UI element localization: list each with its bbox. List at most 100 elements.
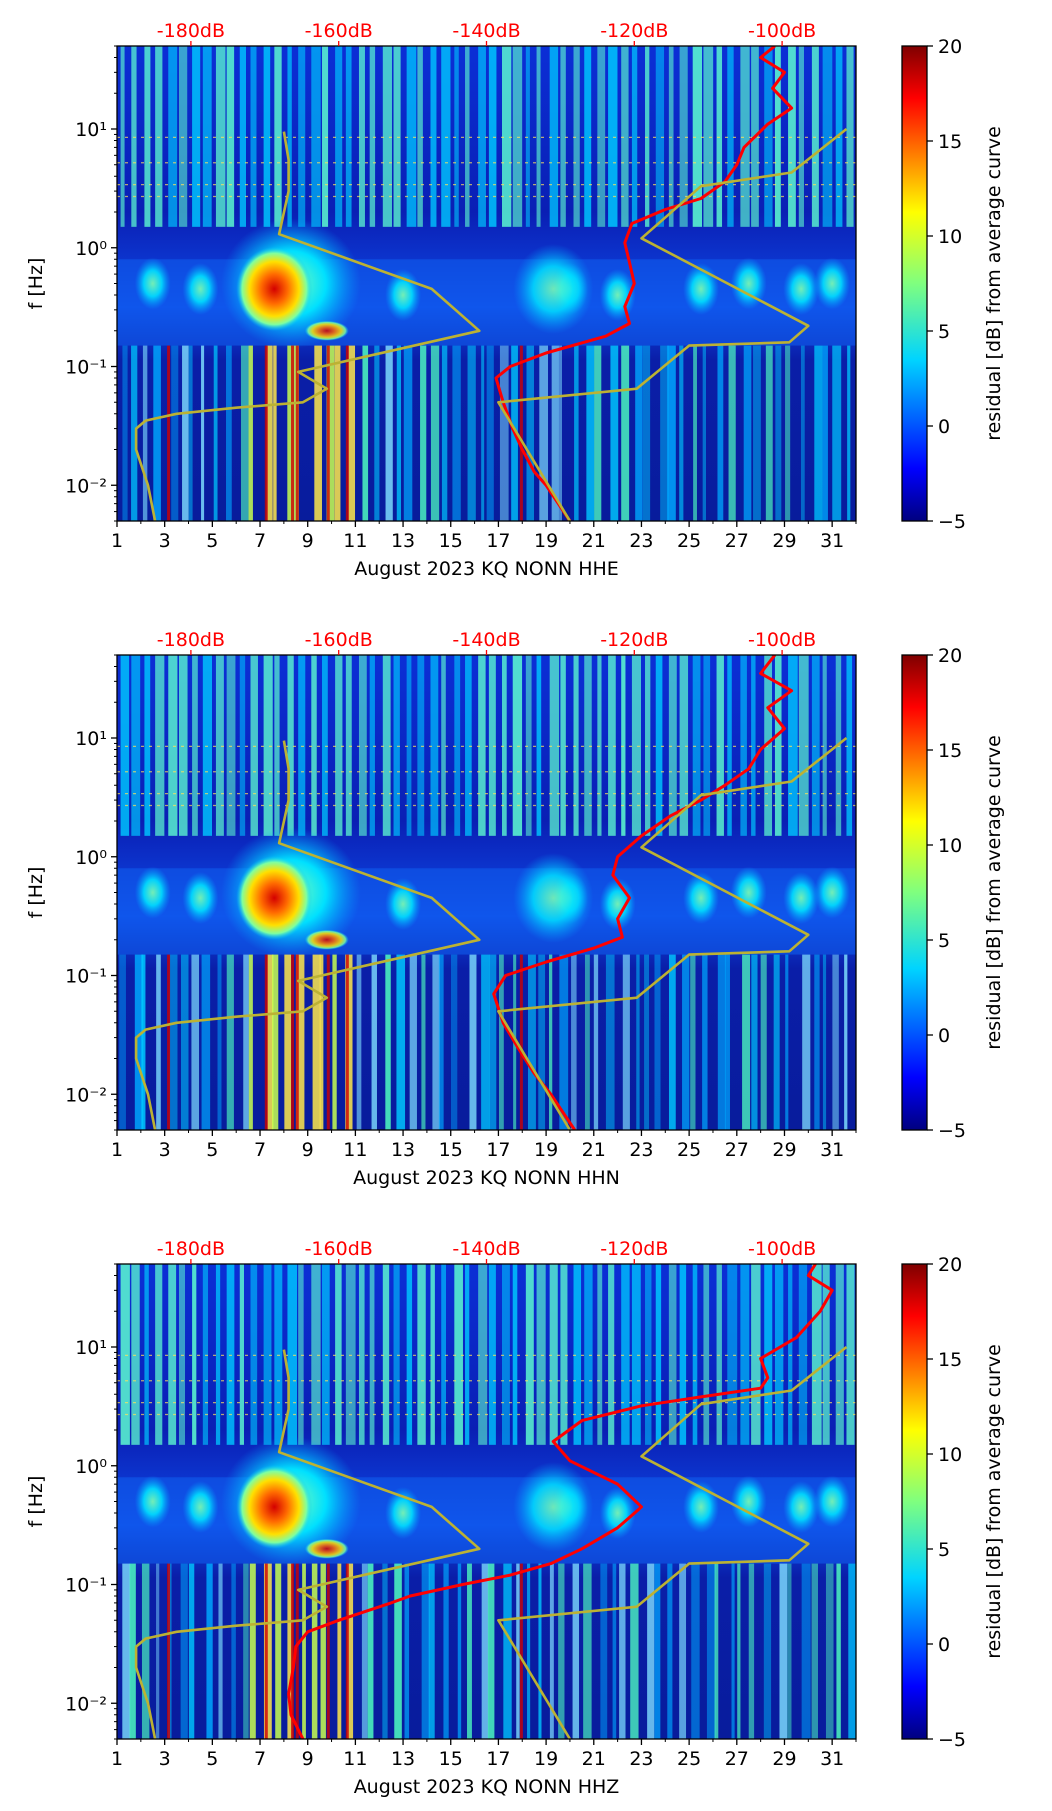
curve-reference-noise-model-0 xyxy=(134,131,481,521)
x-tick-label: 3 xyxy=(159,1748,171,1770)
colorbar-label: residual [dB] from average curve xyxy=(983,735,1005,1050)
lf-red-streak xyxy=(519,954,523,1130)
hf-streak xyxy=(226,655,236,836)
microseism-blob xyxy=(783,871,820,924)
hf-streak xyxy=(202,1264,209,1445)
lf-stripe xyxy=(527,954,536,1130)
hf-streak xyxy=(536,46,541,227)
microseism-blob xyxy=(730,257,767,310)
x-axis-label: August 2023 KQ NONN HHN xyxy=(353,1167,620,1189)
hf-streak xyxy=(168,46,178,227)
lf-stripe xyxy=(141,954,146,1130)
lf-stripe xyxy=(717,954,726,1130)
hf-streak xyxy=(345,46,352,227)
hf-streak xyxy=(740,46,750,227)
hf-streak xyxy=(549,46,559,227)
lf-red-streak xyxy=(519,1563,523,1739)
hf-streak xyxy=(727,46,734,227)
hf-streak xyxy=(382,46,392,227)
lf-stripe xyxy=(679,345,684,521)
lf-stripe xyxy=(549,1563,554,1739)
lf-stripe xyxy=(356,954,362,1130)
microseism-blob xyxy=(814,257,851,310)
lf-stripe xyxy=(367,1563,374,1739)
lf-stripe xyxy=(457,1563,462,1739)
hf-streak xyxy=(298,1264,304,1445)
hf-streak xyxy=(621,46,629,227)
lf-stripe xyxy=(836,1563,841,1739)
top-db-label: -100dB xyxy=(748,629,816,651)
hf-streak xyxy=(335,655,343,836)
hf-streak xyxy=(335,46,343,227)
lf-stripe xyxy=(690,954,696,1130)
lf-stripe xyxy=(243,1563,249,1739)
x-tick-label: 27 xyxy=(725,1748,749,1770)
lf-stripe xyxy=(760,954,767,1130)
lf-stripe xyxy=(679,1563,687,1739)
lf-stripe xyxy=(153,345,161,521)
lf-stripe xyxy=(374,345,380,521)
hf-streak xyxy=(525,655,532,836)
microseism-blob xyxy=(182,871,219,924)
lf-stripe xyxy=(334,345,341,521)
lf-stripe xyxy=(345,954,353,1130)
microseism-blob xyxy=(730,1475,767,1528)
hf-streak xyxy=(631,1264,641,1445)
hf-streak xyxy=(287,46,292,227)
hf-streak xyxy=(788,655,798,836)
x-tick-label: 19 xyxy=(534,1748,558,1770)
lf-stripe xyxy=(594,345,602,521)
lf-stripe xyxy=(443,1563,449,1739)
x-tick-label: 29 xyxy=(772,1748,796,1770)
storm-core xyxy=(236,855,313,940)
hf-streak xyxy=(120,46,125,227)
x-tick-label: 21 xyxy=(582,1139,606,1161)
lf-stripe xyxy=(332,954,337,1130)
hf-streak xyxy=(584,46,592,227)
lf-stripe xyxy=(487,1563,495,1739)
lf-stripe xyxy=(742,954,751,1130)
hf-streak xyxy=(573,46,580,227)
hf-streak xyxy=(764,655,773,836)
lf-stripe xyxy=(326,345,335,521)
lf-red-streak xyxy=(345,954,349,1130)
microseism-blob xyxy=(814,1475,851,1528)
lf-stripe xyxy=(241,345,249,521)
x-tick-label: 23 xyxy=(629,1139,653,1161)
colorbar-tick-label: 15 xyxy=(938,740,962,762)
event-halo xyxy=(513,1461,594,1552)
lf-stripe xyxy=(201,345,205,521)
top-db-label: -140dB xyxy=(452,20,520,42)
hf-streak xyxy=(645,1264,652,1445)
hf-streak xyxy=(525,46,530,227)
lf-stripe xyxy=(586,345,595,521)
lf-stripe xyxy=(660,345,669,521)
storm-core xyxy=(236,1464,313,1549)
hf-streak xyxy=(536,1264,546,1445)
x-tick-label: 19 xyxy=(534,530,558,552)
y-tick-label: 10⁻² xyxy=(65,1084,107,1106)
lf-stripe xyxy=(814,345,823,521)
colorbar-tick-label: 5 xyxy=(938,930,950,952)
lf-stripe xyxy=(469,954,477,1130)
hf-streak xyxy=(465,655,472,836)
top-db-label: -100dB xyxy=(748,1238,816,1260)
lf-stripe xyxy=(181,954,189,1130)
lf-stripe xyxy=(572,1563,580,1739)
lf-stripe xyxy=(802,954,811,1130)
hf-streak xyxy=(298,655,306,836)
lf-stripe xyxy=(311,1563,318,1739)
hf-streak xyxy=(239,1264,244,1445)
hf-streak xyxy=(692,655,701,836)
y-axis-label: f [Hz] xyxy=(25,258,47,310)
lf-red-streak xyxy=(167,345,171,521)
lf-stripe xyxy=(486,345,494,521)
lf-stripe xyxy=(668,954,676,1130)
lf-stripe xyxy=(785,954,789,1130)
microseism-blob xyxy=(683,871,720,924)
hf-streak xyxy=(512,655,523,836)
top-db-label: -180dB xyxy=(157,629,225,651)
hf-streak xyxy=(345,655,352,836)
lf-stripe xyxy=(667,1563,673,1739)
hf-streak xyxy=(501,1264,510,1445)
